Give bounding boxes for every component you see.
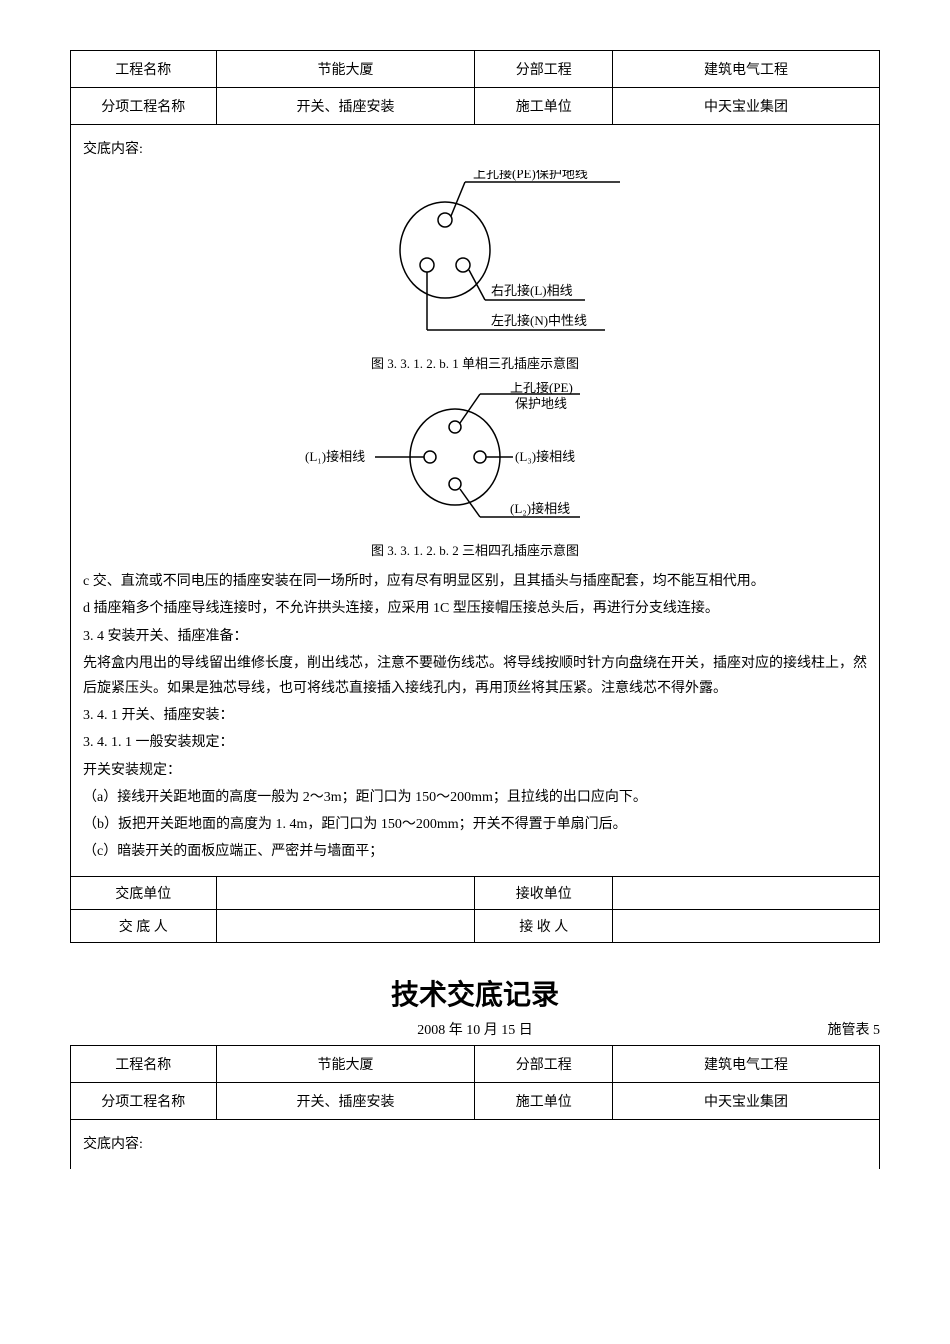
l3-hole	[474, 451, 486, 463]
para-b: （b）扳把开关距地面的高度为 1. 4m，距门口为 150～200mm；开关不得…	[83, 812, 867, 837]
socket-diagram-4hole: 上孔接(PE) 保护地线 (L₁)接相线 (L₃)接相线 (L₂)接相线	[83, 382, 867, 532]
header-row-2: 分项工程名称 开关、插座安装 施工单位 中天宝业集团	[71, 88, 880, 125]
l2-leader	[460, 489, 480, 517]
from-person-label: 交 底 人	[71, 910, 217, 943]
para-c2: （c）暗装开关的面板应端正、严密并与墙面平；	[83, 839, 867, 864]
pe4-leader	[460, 394, 480, 423]
t2-div-value: 建筑电气工程	[613, 1046, 880, 1083]
diagram1-caption: 图 3. 3. 1. 2. b. 1 单相三孔插座示意图	[83, 353, 867, 372]
n-label: 左孔接(N)中性线	[491, 313, 587, 328]
socket-diagram-3hole: 上孔接(PE)保护地线 右孔接(L)相线 左孔接(N)中性线	[83, 170, 867, 345]
to-unit-value	[613, 877, 880, 910]
proj-name-value: 节能大厦	[216, 51, 475, 88]
from-unit-label: 交底单位	[71, 877, 217, 910]
date-line: 2008 年 10 月 15 日 施管表 5	[70, 1019, 880, 1039]
div-label: 分部工程	[475, 51, 613, 88]
pe-label: 上孔接(PE)保护地线	[473, 170, 588, 181]
unit-value: 中天宝业集团	[613, 88, 880, 125]
t2-content-cell: 交底内容:	[71, 1120, 880, 1170]
pe-leader	[451, 182, 465, 216]
t2-row-1: 工程名称 节能大厦 分部工程 建筑电气工程	[71, 1046, 880, 1083]
to-person-value	[613, 910, 880, 943]
content-label: 交底内容:	[83, 137, 867, 162]
l-hole	[456, 258, 470, 272]
pe4-label1: 上孔接(PE)	[510, 382, 573, 395]
socket-3hole-svg: 上孔接(PE)保护地线 右孔接(L)相线 左孔接(N)中性线	[325, 170, 625, 345]
t2-row-2: 分项工程名称 开关、插座安装 施工单位 中天宝业集团	[71, 1083, 880, 1120]
pe-hole	[438, 213, 452, 227]
n-hole	[420, 258, 434, 272]
t2-sub-value: 开关、插座安装	[216, 1083, 475, 1120]
sub-label: 分项工程名称	[71, 88, 217, 125]
t2-content-row: 交底内容:	[71, 1120, 880, 1170]
para-3-4-1-1: 3. 4. 1. 1 一般安装规定：	[83, 730, 867, 755]
to-person-label: 接 收 人	[475, 910, 613, 943]
from-unit-value	[216, 877, 475, 910]
para-3-4: 3. 4 安装开关、插座准备：	[83, 624, 867, 649]
content-cell: 交底内容: 上孔接(PE)保护地线 右孔接(L)相线	[71, 125, 880, 877]
socket-4hole-svg: 上孔接(PE) 保护地线 (L₁)接相线 (L₃)接相线 (L₂)接相线	[305, 382, 645, 532]
proj-name-label: 工程名称	[71, 51, 217, 88]
div-value: 建筑电气工程	[613, 51, 880, 88]
sheet-id: 施管表 5	[828, 1019, 881, 1039]
para-3-4-1: 3. 4. 1 开关、插座安装：	[83, 703, 867, 728]
t2-div-label: 分部工程	[475, 1046, 613, 1083]
l3-label: (L₃)接相线	[515, 449, 575, 464]
t2-unit-label: 施工单位	[475, 1083, 613, 1120]
l1-hole	[424, 451, 436, 463]
l-leader	[469, 270, 485, 300]
t2-unit-value: 中天宝业集团	[613, 1083, 880, 1120]
sub-value: 开关、插座安装	[216, 88, 475, 125]
content-row: 交底内容: 上孔接(PE)保护地线 右孔接(L)相线	[71, 125, 880, 877]
unit-label: 施工单位	[475, 88, 613, 125]
para-a: （a）接线开关距地面的高度一般为 2～3m；距门口为 150～200mm；且拉线…	[83, 785, 867, 810]
diagram2-caption: 图 3. 3. 1. 2. b. 2 三相四孔插座示意图	[83, 540, 867, 559]
header-table-1: 工程名称 节能大厦 分部工程 建筑电气工程 分项工程名称 开关、插座安装 施工单…	[70, 50, 880, 943]
t2-sub-label: 分项工程名称	[71, 1083, 217, 1120]
l2-label: (L₂)接相线	[510, 501, 570, 516]
l2-hole	[449, 478, 461, 490]
t2-proj-label: 工程名称	[71, 1046, 217, 1083]
para-d: d 插座箱多个插座导线连接时，不允许拱头连接，应采用 1C 型压接帽压接总头后，…	[83, 596, 867, 621]
t2-content-label: 交底内容:	[83, 1132, 867, 1157]
l1-label: (L₁)接相线	[305, 449, 365, 464]
para-c: c 交、直流或不同电压的插座安装在同一场所时，应有尽有明显区别，且其插头与插座配…	[83, 569, 867, 594]
pe4-label2: 保护地线	[515, 396, 567, 411]
from-person-value	[216, 910, 475, 943]
signature-row-1: 交底单位 接收单位	[71, 877, 880, 910]
para-prep: 先将盒内甩出的导线留出维修长度，削出线芯，注意不要碰伤线芯。将导线按顺时针方向盘…	[83, 651, 867, 701]
l-label: 右孔接(L)相线	[491, 283, 573, 298]
doc-title: 技术交底记录	[70, 973, 880, 1013]
header-table-2: 工程名称 节能大厦 分部工程 建筑电气工程 分项工程名称 开关、插座安装 施工单…	[70, 1045, 880, 1169]
to-unit-label: 接收单位	[475, 877, 613, 910]
signature-row-2: 交 底 人 接 收 人	[71, 910, 880, 943]
doc-date: 2008 年 10 月 15 日	[417, 1023, 533, 1038]
t2-proj-value: 节能大厦	[216, 1046, 475, 1083]
para-switch-rule: 开关安装规定：	[83, 758, 867, 783]
header-row-1: 工程名称 节能大厦 分部工程 建筑电气工程	[71, 51, 880, 88]
pe4-hole	[449, 421, 461, 433]
